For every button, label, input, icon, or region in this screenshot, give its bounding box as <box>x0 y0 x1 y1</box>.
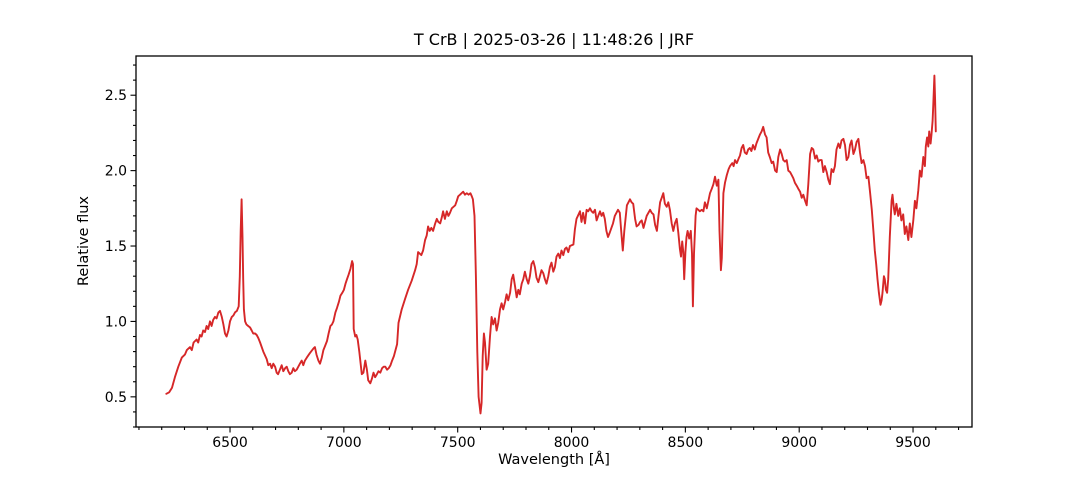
chart-title: T CrB | 2025-03-26 | 11:48:26 | JRF <box>413 30 695 49</box>
y-tick-label: 1.0 <box>105 314 127 330</box>
x-tick-label: 9000 <box>781 435 817 451</box>
x-axis-label: Wavelength [Å] <box>498 452 610 468</box>
x-tick-label: 7000 <box>326 435 362 451</box>
y-tick-label: 2.0 <box>105 164 127 180</box>
x-tick-label: 9500 <box>895 435 931 451</box>
y-axis-label: Relative flux <box>76 196 92 286</box>
y-tick-label: 1.5 <box>105 239 127 255</box>
y-tick-label: 0.5 <box>105 390 127 406</box>
spectrum-line <box>165 74 937 415</box>
x-tick-label: 7500 <box>440 435 476 451</box>
x-tick-label: 8000 <box>554 435 590 451</box>
y-tick-label: 2.5 <box>105 88 127 104</box>
plot-frame <box>135 55 973 428</box>
x-tick-label: 8500 <box>668 435 704 451</box>
x-tick-label: 6500 <box>212 435 248 451</box>
